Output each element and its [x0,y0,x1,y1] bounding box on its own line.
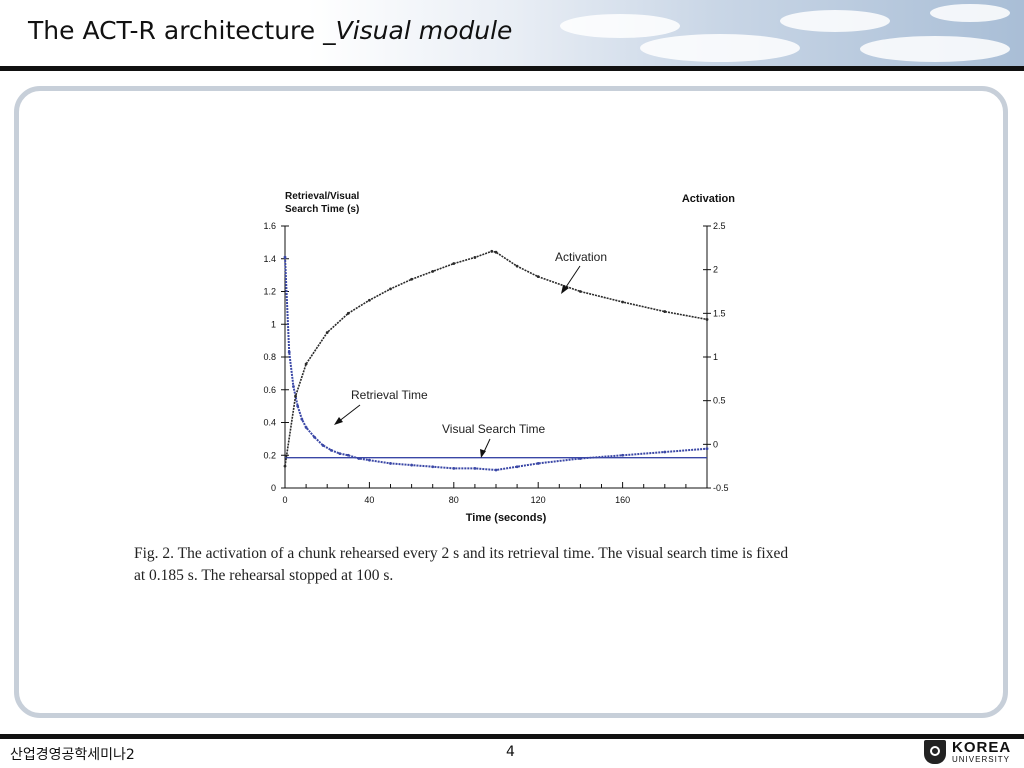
retrieval-time-annotation-arrow [337,404,361,423]
activation-annotation: Activation [555,250,607,264]
slide-header: The ACT-R architecture _Visual module [0,0,1024,66]
slide-title: The ACT-R architecture _Visual module [28,16,512,45]
retrieval-time-data-point [663,450,667,454]
activation-data-point [536,275,540,279]
retrieval-time-data-point [515,465,519,469]
retrieval-time-data-point [330,448,333,452]
cloud-decoration [560,14,680,38]
activation-annotation-arrow [563,265,581,291]
retrieval-time-arrowhead [334,417,343,425]
visual-search-time-arrowhead [480,449,486,458]
footer-course-name: 산업경영공학세미나2 [10,747,135,763]
figure-caption: Fig. 2. The activation of a chunk rehear… [134,543,874,587]
university-seal-icon [924,740,946,764]
x-tick-label: 160 [615,495,630,505]
activation-data-point [452,262,456,265]
chart-container: 0 40 80 120 160 0 0.2 0.4 0.6 0.8 1 1.2 1.4 1.6 -0.5 0 0… [250,186,750,531]
page-number: 4 [506,744,515,760]
figure-caption-line-1: Fig. 2. The activation of a chunk rehear… [134,545,789,562]
retrieval-time-data-point [321,444,325,447]
right-y-tick-label: 1 [713,352,718,362]
retrieval-time-annotation: Retrieval Time [351,388,428,402]
content-panel [14,86,1008,718]
cloud-decoration [780,10,890,32]
activation-data-point [410,277,413,281]
left-y-tick-label: 0.6 [263,385,276,395]
right-y-tick-label: 2.5 [713,221,726,231]
right-y-axis-label: Activation [682,193,735,205]
left-y-axis-label-line: Retrieval/Visual [285,191,360,202]
left-y-tick-label: 0.8 [263,352,276,362]
activation-data-point [579,290,582,293]
right-y-tick-label: -0.5 [713,483,729,493]
retrieval-time-data-point [338,452,342,456]
cloud-decoration [640,34,800,62]
retrieval-time-data-point [431,465,435,469]
activation-data-point [431,270,435,273]
cloud-decoration [930,4,1010,22]
retrieval-time-data-point [346,453,350,457]
cloud-decoration [860,36,1010,62]
x-tick-label: 40 [364,495,374,505]
slide-title-main: The ACT-R architecture _ [28,16,336,45]
right-y-tick-label: 0 [713,439,718,449]
activation-data-point [294,394,297,398]
left-y-axis-label-line: Search Time (s) [285,204,359,215]
retrieval-time-data-point [292,385,295,388]
retrieval-time-data-point [313,435,316,439]
x-tick-label: 80 [449,495,459,505]
left-y-tick-label: 1.2 [263,287,276,297]
retrieval-time-data-point [473,466,477,470]
line-chart: 0 40 80 120 160 0 0.2 0.4 0.6 0.8 1 1.2 1.4 1.6 -0.5 0 0… [263,191,735,524]
logo-text-korea: KOREA [952,739,1012,756]
retrieval-time-data-point [536,462,540,465]
activation-data-point [621,300,624,304]
retrieval-time-data-point [389,462,392,465]
x-axis-label: Time (seconds) [466,512,547,524]
figure-caption-line-2: at 0.185 s. The rehearsal stopped at 100… [134,567,394,584]
left-y-tick-label: 1 [271,319,276,329]
retrieval-time-data-point [410,463,413,467]
slide-title-sub: Visual module [335,16,513,45]
retrieval-time-data-point [705,447,709,451]
retrieval-time-data-point [621,453,624,457]
activation-data-point [515,264,519,268]
korea-university-logo: KOREA UNIVERSITY [924,739,1020,766]
activation-data-point [705,318,709,321]
footer-divider [0,734,1024,739]
activation-data-point [304,362,308,366]
left-y-tick-label: 1.4 [263,254,276,264]
retrieval-time-data-point [283,255,287,259]
right-y-tick-label: 1.5 [713,308,726,318]
activation-arrowhead [561,285,569,294]
x-tick-label: 120 [531,495,546,505]
left-y-tick-label: 0.2 [263,450,276,460]
activation-data-point [389,287,392,291]
activation-data-point [663,310,667,313]
x-tick-label: 0 [282,495,287,505]
activation-data-point [494,250,498,254]
retrieval-time-data-point [452,466,456,470]
activation-data-point [473,256,477,259]
retrieval-time-data-point [296,404,300,408]
retrieval-time-data-point [300,417,304,421]
right-y-tick-label: 2 [713,265,718,275]
retrieval-time-data-point [368,458,371,462]
retrieval-time-data-point [304,426,308,429]
activation-data-point [325,331,329,334]
activation-data-point [346,311,350,315]
activation-data-point [368,298,371,302]
activation-data-point [283,464,287,468]
visual-search-time-annotation: Visual Search Time [442,422,545,436]
retrieval-time-data-point [494,468,498,472]
retrieval-time-data-point [287,350,291,354]
retrieval-time-series-line [284,257,708,472]
left-y-tick-label: 0 [271,483,276,493]
activation-data-point [490,249,494,253]
logo-text-university: UNIVERSITY [952,755,1011,764]
left-y-tick-label: 1.6 [263,221,276,231]
header-divider [0,66,1024,71]
right-y-tick-label: 0.5 [713,396,726,406]
left-y-tick-label: 0.4 [263,418,276,428]
